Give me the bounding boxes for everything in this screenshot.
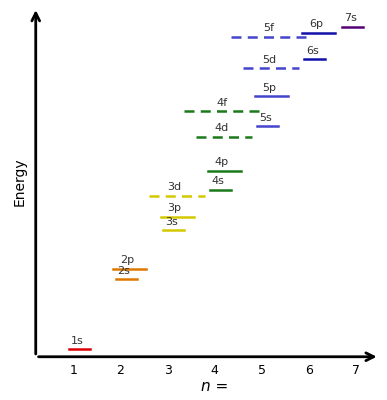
Text: 3: 3: [164, 364, 171, 377]
Text: 3d: 3d: [168, 182, 182, 192]
Text: 5p: 5p: [262, 83, 276, 93]
Text: 6: 6: [305, 364, 313, 377]
Text: Energy: Energy: [12, 158, 26, 206]
Text: 1: 1: [70, 364, 77, 377]
Text: 4p: 4p: [215, 157, 229, 167]
Text: 7s: 7s: [344, 13, 356, 23]
Text: 2s: 2s: [118, 266, 130, 276]
Text: 5d: 5d: [262, 54, 276, 64]
Text: 4: 4: [211, 364, 219, 377]
Text: 5f: 5f: [263, 23, 274, 33]
Text: 1s: 1s: [70, 336, 83, 346]
Text: 3p: 3p: [168, 203, 182, 213]
Text: 6s: 6s: [306, 46, 319, 56]
Text: 3s: 3s: [165, 217, 178, 227]
Text: 4f: 4f: [216, 98, 227, 108]
Text: 5s: 5s: [259, 112, 272, 122]
Text: n =: n =: [201, 379, 228, 394]
Text: 4s: 4s: [212, 176, 225, 186]
Text: 2p: 2p: [120, 255, 135, 265]
Text: 5: 5: [258, 364, 266, 377]
Text: 7: 7: [352, 364, 360, 377]
Text: 6p: 6p: [309, 19, 323, 29]
Text: 2: 2: [116, 364, 125, 377]
Text: 4d: 4d: [215, 123, 229, 133]
